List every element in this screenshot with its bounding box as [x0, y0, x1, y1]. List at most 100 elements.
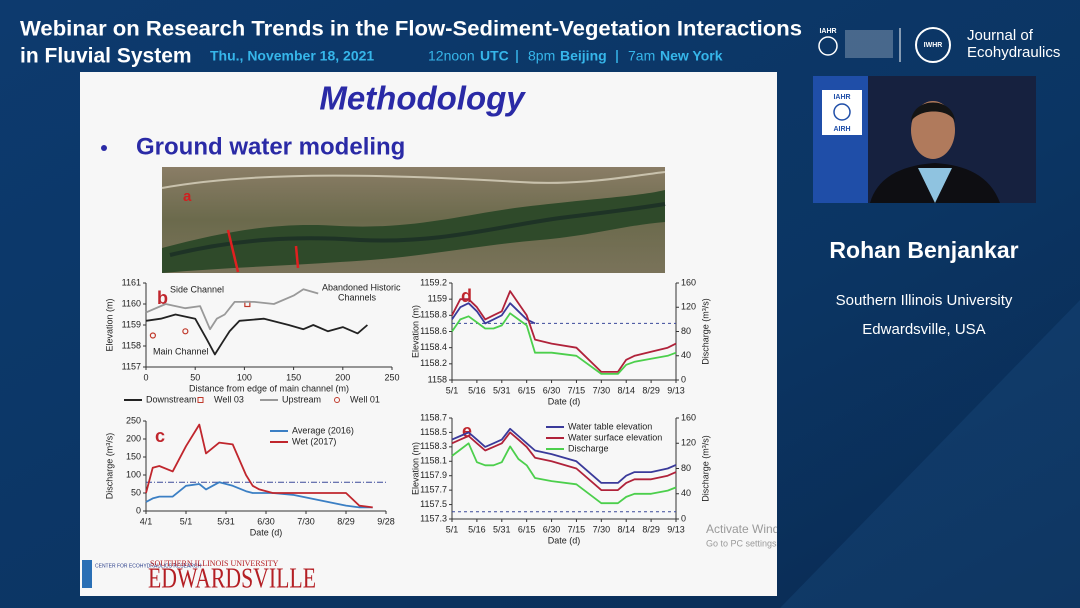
- x-tick-label: 6/15: [518, 524, 536, 534]
- chart-group: 1157 1158 1159 1160 1161 0 50 100 150 200 250 Dista…: [104, 277, 710, 545]
- y-tick-label: 250: [126, 415, 141, 425]
- x-tick-label: 5/16: [468, 385, 486, 395]
- university-name: EDWARDSVILLE: [148, 563, 316, 594]
- series-line: [145, 288, 319, 331]
- x-tick-label: 8/29: [642, 524, 660, 534]
- x-tick-label: 5/1: [446, 385, 459, 395]
- x-axis-label: Date (d): [250, 527, 283, 537]
- series-line: [145, 481, 373, 509]
- x-tick-label: 6/15: [518, 385, 536, 395]
- annotation: Abandoned Historic: [322, 282, 401, 292]
- university-name: SOUTHERN ILLINOIS UNIVERSITY: [150, 559, 279, 568]
- x-axis-label: Date (d): [548, 396, 581, 406]
- time-zone: UTC: [480, 48, 509, 64]
- x-tick-label: 6/30: [257, 516, 275, 526]
- bullet: [101, 145, 107, 151]
- time: 7am: [628, 48, 655, 64]
- x-tick-label: 100: [237, 372, 252, 382]
- iahr-globe: [818, 36, 838, 56]
- annotation: Channels: [338, 292, 377, 302]
- webinar-date: Thu., November 18, 2021: [210, 48, 374, 64]
- y-tick-label: 1158.6: [420, 326, 447, 336]
- legend-label: Well 03: [214, 394, 244, 404]
- speaker-face: [911, 101, 955, 159]
- y-axis-label: Elevation (m): [410, 442, 420, 495]
- iahr-logo: IAHR: [819, 28, 836, 35]
- annotation: Side Channel: [170, 284, 224, 294]
- legend-label: Well 01: [350, 394, 380, 404]
- y2-tick-label: 40: [681, 350, 691, 360]
- series-line: [451, 312, 677, 375]
- background-ray: [780, 300, 1080, 608]
- y-tick-label: 1158: [122, 340, 141, 350]
- y2-tick-label: 160: [681, 277, 696, 287]
- x-tick-label: 4/1: [140, 516, 153, 526]
- legend-label: Average (2016): [292, 425, 354, 435]
- series-line: [145, 313, 368, 356]
- x-tick-label: 6/30: [543, 385, 561, 395]
- slide-bullet: Ground water modeling: [136, 133, 405, 160]
- legend-label: Wet (2017): [292, 436, 336, 446]
- y-tick-label: 1159: [428, 294, 447, 304]
- series-line: [451, 302, 536, 325]
- x-tick-label: 5/31: [217, 516, 235, 526]
- watermark: Activate Windows: [706, 522, 801, 536]
- series-line: [451, 290, 677, 373]
- x-axis-label: Date (d): [548, 535, 581, 545]
- os-watermark: Activate Windows Go to PC settings to ac…: [706, 522, 801, 548]
- video-logo-text: AIRH: [833, 126, 850, 133]
- legend-label: Water table elevation: [568, 421, 652, 431]
- y-tick-label: 1157.5: [420, 499, 447, 509]
- x-tick-label: 7/30: [593, 524, 611, 534]
- y-tick-label: 50: [131, 487, 141, 497]
- iwhr-logo: [915, 27, 951, 63]
- x-tick-label: 8/29: [642, 385, 660, 395]
- legend-label: Discharge: [568, 443, 609, 453]
- y2-tick-label: 0: [681, 374, 686, 384]
- webinar-title: Webinar on Research Trends in the Flow-S…: [20, 18, 802, 41]
- x-tick-label: 50: [190, 372, 200, 382]
- x-tick-label: 5/1: [446, 524, 459, 534]
- panel-label: d: [461, 286, 472, 306]
- series-line: [451, 427, 677, 484]
- y-axis-label: Elevation (m): [410, 305, 420, 358]
- marker: [149, 332, 156, 339]
- legend-label: Downstream: [146, 394, 197, 404]
- y2-tick-label: 120: [681, 302, 696, 312]
- y-tick-label: 1157.7: [420, 485, 447, 495]
- y-tick-label: 1157.3: [420, 513, 447, 523]
- y-tick-label: 1157.9: [420, 470, 447, 480]
- y-tick-label: 1158.8: [420, 310, 447, 320]
- x-tick-label: 9/13: [667, 524, 685, 534]
- y2-tick-label: 80: [681, 463, 691, 473]
- y-tick-label: 1158.3: [420, 441, 447, 451]
- slide: [80, 72, 777, 596]
- webinar-title: in Fluvial System: [20, 45, 192, 68]
- legend-symbol: [334, 397, 340, 403]
- annotation: Main Channel: [153, 346, 209, 356]
- legend-symbol: [197, 397, 204, 403]
- y-tick-label: 1158.1: [420, 456, 447, 466]
- panel-label: b: [157, 288, 168, 308]
- video-logo-globe: [833, 103, 851, 121]
- x-tick-label: 200: [335, 372, 350, 382]
- y-axis-label: Elevation (m): [104, 298, 114, 351]
- x-tick-label: 5/31: [493, 385, 511, 395]
- x-tick-label: 9/28: [377, 516, 395, 526]
- x-tick-label: 9/13: [667, 385, 685, 395]
- y-tick-label: 1158.2: [420, 358, 447, 368]
- journal-name: Journal of: [967, 27, 1034, 44]
- y-tick-label: 1158.5: [420, 427, 447, 437]
- y2-tick-label: 160: [681, 412, 696, 422]
- y-tick-label: 1158: [428, 374, 447, 384]
- time-zone: New York: [660, 48, 723, 64]
- x-tick-label: 7/15: [568, 385, 586, 395]
- y-tick-label: 200: [126, 433, 141, 443]
- slide-title: Methodology: [319, 80, 526, 117]
- marker: [182, 328, 189, 335]
- speaker-hair: [911, 102, 955, 122]
- video-logo: [822, 90, 862, 135]
